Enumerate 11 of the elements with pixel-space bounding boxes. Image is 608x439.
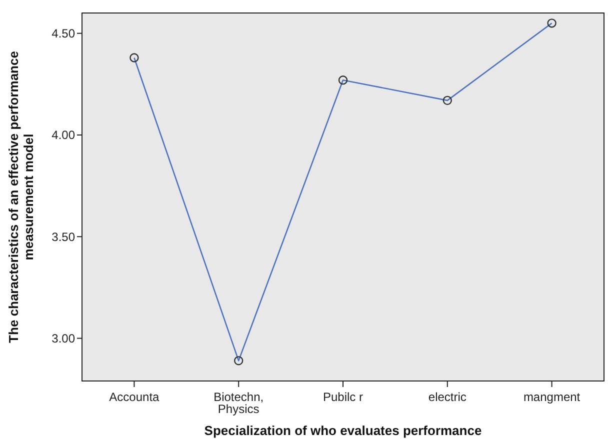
- y-tick-label: 3.00: [52, 332, 76, 346]
- x-tick-label: mangment: [523, 390, 581, 404]
- x-tick-label: Accounta: [109, 390, 160, 404]
- x-tick-label: electric: [428, 390, 466, 404]
- y-axis-title: The characteristics of an effective performance measurement model: [6, 51, 36, 343]
- y-tick-label: 3.50: [52, 230, 76, 244]
- x-axis-title: Specialization of who evaluates performance: [204, 423, 482, 438]
- y-tick-label: 4.50: [52, 26, 76, 41]
- x-tick-label: Biotechn, Physics: [214, 390, 264, 416]
- y-tick-label: 4.00: [52, 128, 76, 142]
- x-tick-label: Pubilc r: [322, 390, 364, 404]
